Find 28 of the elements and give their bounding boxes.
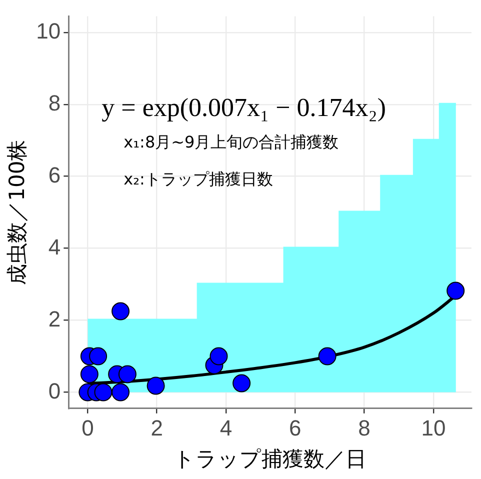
x-tick-label: 10	[421, 416, 446, 441]
y-tick-label: 10	[36, 18, 61, 44]
point	[94, 383, 112, 402]
annotation: y = exp(0.007x₁ − 0.174x₂)	[102, 93, 386, 122]
y-tick-label: 6	[48, 162, 61, 188]
point	[112, 302, 130, 320]
x-axis-title: トラップ捕獲数／日	[174, 446, 367, 471]
point	[89, 347, 108, 366]
x-tick-label: 4	[220, 416, 232, 441]
annotation: x₂:トラップ捕獲日数	[124, 169, 273, 188]
annotation: x₁:8月~9月上旬の合計捕獲数	[124, 132, 339, 152]
point	[318, 347, 336, 366]
y-tick-label: 2	[48, 306, 61, 332]
point	[112, 383, 130, 402]
point	[146, 376, 165, 395]
point	[446, 282, 465, 300]
y-tick-label: 4	[48, 234, 61, 260]
x-tick-label: 2	[150, 416, 163, 441]
y-tick-label: 8	[48, 90, 61, 116]
x-tick-label: 6	[289, 416, 302, 441]
y-tick-label: 0	[48, 378, 61, 404]
point	[118, 365, 136, 384]
x-tick-label: 0	[82, 416, 94, 441]
point	[80, 365, 98, 384]
y-axis-title: 成虫数／100株	[5, 140, 30, 285]
point	[232, 374, 251, 392]
x-tick-label: 8	[358, 416, 370, 441]
point	[210, 347, 228, 366]
